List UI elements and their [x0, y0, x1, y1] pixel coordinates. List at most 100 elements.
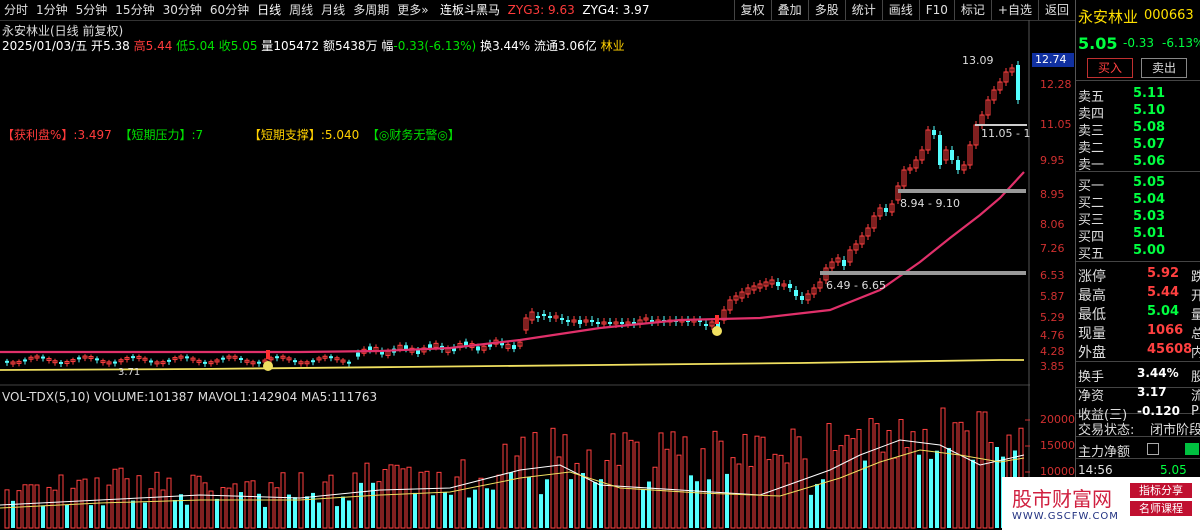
watermark: 股市财富网 指标分享 名师课程 WWW.GSCFW.COM — [1002, 477, 1200, 530]
toolbar-button-7[interactable]: +自选 — [990, 0, 1038, 20]
candle-body — [938, 135, 942, 165]
watermark-url: WWW.GSCFW.COM — [1012, 511, 1119, 522]
volume-bar — [257, 493, 261, 528]
period-tab-6[interactable]: 日线 — [257, 3, 282, 17]
period-tab-3[interactable]: 15分钟 — [115, 3, 155, 17]
volume-bar — [46, 486, 52, 529]
volume-bar — [124, 478, 130, 529]
candle-body — [416, 349, 420, 354]
period-tab-0[interactable]: 分时 — [4, 3, 29, 17]
volume-bar — [388, 464, 394, 529]
volume-bar — [616, 464, 622, 529]
toolbar-button-0[interactable]: 复权 — [733, 0, 771, 20]
candle-body — [239, 357, 243, 360]
candle-body — [505, 343, 511, 349]
volume-bar — [748, 465, 754, 529]
industry: 林业 — [600, 39, 625, 53]
candle-body — [404, 345, 408, 350]
candle-body — [10, 361, 16, 365]
band-range3 — [820, 271, 1026, 275]
period-tab-4[interactable]: 30分钟 — [162, 3, 202, 17]
volume-bar — [784, 462, 790, 529]
buy-button[interactable]: 买入 — [1087, 58, 1133, 78]
period-tab-1[interactable]: 1分钟 — [36, 3, 68, 17]
period-tab-2[interactable]: 5分钟 — [75, 3, 108, 17]
toolbar-button-1[interactable]: 叠加 — [770, 0, 808, 20]
sell-order-price: 5.07 — [1133, 137, 1166, 152]
toolbar-button-6[interactable]: 标记 — [953, 0, 991, 20]
toolbar-button-8[interactable]: 返回 — [1037, 0, 1075, 20]
period-tab-10[interactable]: 更多» — [397, 3, 429, 17]
volume-header: VOL-TDX(5,10) VOLUME:101387 MAVOL1:14290… — [2, 390, 377, 404]
period-tab-9[interactable]: 多周期 — [353, 3, 390, 17]
stat-extra: 量 — [1191, 308, 1200, 323]
toolbar-button-2[interactable]: 多股 — [807, 0, 845, 20]
volume-bar — [856, 428, 862, 529]
candle-body — [757, 283, 763, 289]
float-label: 流通 — [534, 39, 559, 53]
volume-bar — [317, 502, 321, 528]
candle-body — [859, 235, 865, 245]
volume-bar — [268, 482, 274, 529]
candle-body — [16, 360, 22, 364]
volume-bar — [718, 440, 724, 529]
volume-axis-label: 15000 — [1040, 439, 1075, 452]
volume-bar — [809, 494, 813, 528]
candle-body — [865, 227, 871, 237]
volume-bar — [118, 467, 124, 529]
volume-bar — [863, 460, 867, 528]
period-tab-8[interactable]: 月线 — [321, 3, 346, 17]
annotation-low: 3.71 — [118, 367, 140, 378]
zyg-name: 连板斗黑马 — [440, 3, 501, 17]
chg-label: 幅 — [381, 39, 394, 53]
sell-order-price: 5.10 — [1133, 103, 1166, 118]
candle-body — [542, 314, 546, 316]
buy-order-label: 买一 — [1078, 179, 1105, 194]
volume-bar — [220, 487, 226, 529]
trade-status-label: 交易状态: — [1078, 423, 1135, 438]
volume-bar — [910, 431, 916, 529]
volume-bar — [964, 430, 970, 529]
volume-bar — [695, 481, 699, 528]
turn-label: 换 — [480, 39, 493, 53]
volume-bar — [185, 504, 189, 528]
candle-body — [650, 320, 654, 322]
volume-bar — [886, 429, 892, 529]
candle-body — [901, 169, 907, 187]
candlestick-chart[interactable]: 13.09 3.71 11.05 - 1 8.94 - 9.10 6.49 - 6.65 — [0, 0, 1030, 530]
volume-bar — [940, 407, 946, 529]
toolbar-button-4[interactable]: 画线 — [881, 0, 919, 20]
volume-bar — [347, 500, 351, 528]
amt-label: 额 — [322, 39, 335, 53]
stat2-label: 净资 — [1078, 389, 1105, 404]
volume-bar — [995, 447, 999, 528]
toolbar-button-5[interactable]: F10 — [918, 0, 954, 20]
candle-body — [190, 357, 196, 361]
toolbar-button-3[interactable]: 统计 — [844, 0, 882, 20]
volume-bar — [263, 506, 267, 528]
candle-body — [560, 318, 564, 320]
high-label: 高 — [133, 39, 146, 53]
volume-bar — [527, 476, 531, 528]
volume-bar — [359, 482, 363, 528]
volume-bar — [514, 455, 520, 529]
watermark-title: 股市财富网 — [1012, 487, 1112, 511]
main-net-icon[interactable] — [1147, 443, 1159, 455]
panel-divider — [1076, 80, 1200, 81]
main-net-label: 主力净额 — [1078, 445, 1131, 460]
sell-order-label: 卖四 — [1078, 107, 1105, 122]
volume-bar — [826, 423, 832, 529]
stat-value: 5.04 — [1147, 304, 1180, 319]
volume-bar — [707, 479, 711, 528]
period-tab-7[interactable]: 周线 — [289, 3, 314, 17]
volume-bar — [160, 489, 166, 529]
candle-body — [329, 356, 333, 359]
price-axis-label: 5.29 — [1040, 311, 1065, 324]
period-tab-5[interactable]: 60分钟 — [209, 3, 250, 17]
candle-body — [991, 89, 997, 101]
buy-order-label: 买三 — [1078, 213, 1105, 228]
sell-order-label: 卖三 — [1078, 124, 1105, 139]
volume-bar — [328, 474, 334, 529]
sell-button[interactable]: 卖出 — [1141, 58, 1187, 78]
open-label: 开 — [91, 39, 104, 53]
